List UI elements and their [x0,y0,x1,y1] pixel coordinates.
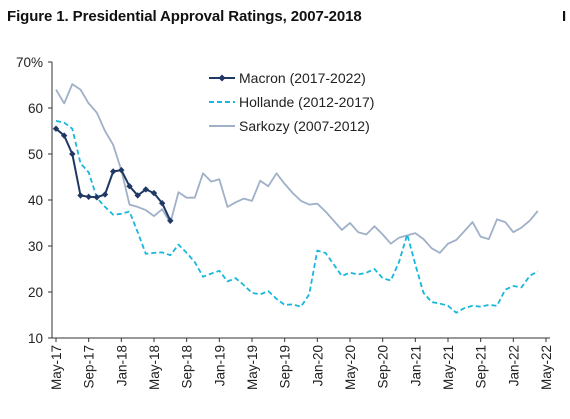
macron-data-point [101,191,109,198]
macron-data-point [77,192,84,199]
hollande-series-line [55,120,539,314]
y-tick-label: 20 [28,285,43,300]
chart-legend: Macron (2017-2022) Hollande (2012-2017) Sa… [209,70,374,134]
x-tick-label: Jan-18 [114,345,129,386]
macron-data-point [134,192,141,199]
x-tick-label: Jan-19 [212,345,227,386]
y-tick-label: 30 [28,239,43,254]
x-tick-label: Sep-20 [376,345,391,389]
x-tick-label: Jan-22 [506,345,521,386]
macron-legend-marker [218,74,226,82]
x-tick-label: May-18 [147,345,162,390]
x-tick-label: Jan-21 [408,345,423,386]
macron-data-point [150,189,158,197]
x-tick-label: Sep-21 [474,345,489,389]
x-tick-label: Sep-17 [82,345,97,389]
hollande-legend-label: Hollande (2012-2017) [239,94,374,110]
y-tick-label: 40 [28,193,43,208]
macron-data-point [93,194,101,201]
y-tick-label: 50 [28,147,43,162]
y-tick-label: 60 [28,101,43,116]
y-tick-label: 10 [28,331,43,346]
macron-data-point [85,193,92,200]
macron-data-point [52,125,60,132]
macron-data-point [126,183,133,190]
x-tick-label: May-17 [49,345,64,390]
x-tick-label: May-22 [539,345,554,390]
macron-data-point [142,186,150,193]
macron-data-point [69,150,76,158]
figure-title: Figure 1. Presidential Approval Ratings,… [7,8,362,25]
sarkozy-series-line [55,83,539,254]
macron-data-point [167,217,174,224]
macron-series-line [55,127,172,222]
chart-axes: 10 20 30 40 50 60 70% May-17 Sep-17 Jan-18 May-18 S… [16,55,554,390]
x-tick-label: May-21 [441,345,456,390]
y-tick-label: 70% [16,55,43,70]
x-tick-label: Sep-19 [278,345,293,389]
macron-data-point [118,166,125,174]
macron-data-point [109,168,117,175]
chart-series [52,83,539,314]
x-tick-label: May-20 [343,345,358,390]
x-tick-label: May-19 [245,345,260,390]
x-tick-label: Jan-20 [310,345,325,386]
macron-legend-label: Macron (2017-2022) [239,70,366,86]
cropped-edge-text: I [562,8,567,25]
macron-data-point [60,132,68,139]
x-tick-label: Sep-18 [180,345,195,389]
macron-data-point [158,200,166,207]
sarkozy-legend-label: Sarkozy (2007-2012) [239,118,370,134]
